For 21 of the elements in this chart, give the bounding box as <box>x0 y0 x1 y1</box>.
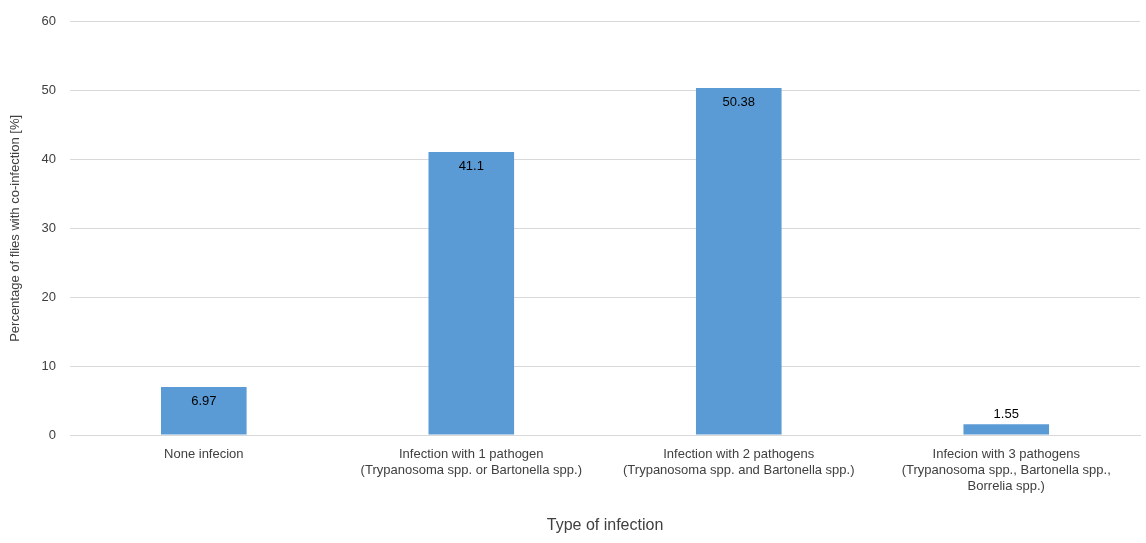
y-tick-label: 60 <box>41 13 57 29</box>
x-tick-label: Infection with 1 pathogen (Trypanosoma spp. or Bartonella spp.) <box>360 446 582 477</box>
data-label: 6.97 <box>191 393 217 409</box>
y-tick-label: 20 <box>41 288 57 304</box>
y-tick-label: 0 <box>48 426 57 442</box>
y-axis-title: Percentage of flies with co-infection [%] <box>7 114 23 342</box>
x-tick-label: Infecion with 3 pathogens (Trypanosoma spp., Bartonella spp., Borrelia spp.) <box>901 446 1111 493</box>
bar <box>161 387 247 435</box>
data-label: 50.38 <box>722 94 756 110</box>
y-tick-label: 10 <box>41 357 57 373</box>
y-tick-label: 40 <box>41 151 57 167</box>
y-tick-label: 30 <box>41 219 57 235</box>
x-tick-label: Infection with 2 pathogens (Trypanosoma spp. and Bartonella spp.) <box>623 446 855 477</box>
data-label: 41.1 <box>458 158 484 174</box>
x-axis-title: Type of infection <box>546 515 664 533</box>
x-tick-label: None infecion <box>164 446 244 462</box>
bar <box>428 151 515 435</box>
y-tick-label: 50 <box>41 82 57 98</box>
data-label: 1.55 <box>993 406 1019 422</box>
bar <box>963 424 1050 435</box>
bar <box>695 88 782 435</box>
